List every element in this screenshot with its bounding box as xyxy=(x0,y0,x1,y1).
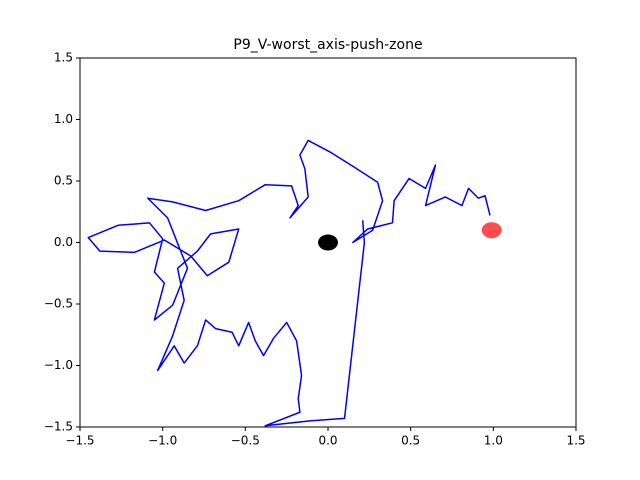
y-tick-label: 0.5 xyxy=(54,174,73,188)
y-tick-label: 1.5 xyxy=(54,51,73,65)
y-tick-label: −1.5 xyxy=(44,420,73,434)
x-tick-label: 0.0 xyxy=(318,434,337,448)
marker xyxy=(318,234,338,251)
plot-frame xyxy=(79,57,577,428)
marker xyxy=(481,222,502,239)
y-tick-label: 0.0 xyxy=(54,235,73,249)
chart-title: P9_V-worst_axis-push-zone xyxy=(233,37,422,53)
x-tick-label: 1.0 xyxy=(484,434,503,448)
trajectory-line xyxy=(87,139,491,427)
x-tick-label: −0.5 xyxy=(231,434,260,448)
x-tick-label: −1.5 xyxy=(65,434,94,448)
x-tick-label: 0.5 xyxy=(401,434,420,448)
y-tick-label: −0.5 xyxy=(44,297,73,311)
x-tick-label: 1.5 xyxy=(566,434,585,448)
y-tick-label: −1.0 xyxy=(44,358,73,372)
x-tick-label: −1.0 xyxy=(148,434,177,448)
y-tick-label: 1.0 xyxy=(54,112,73,126)
